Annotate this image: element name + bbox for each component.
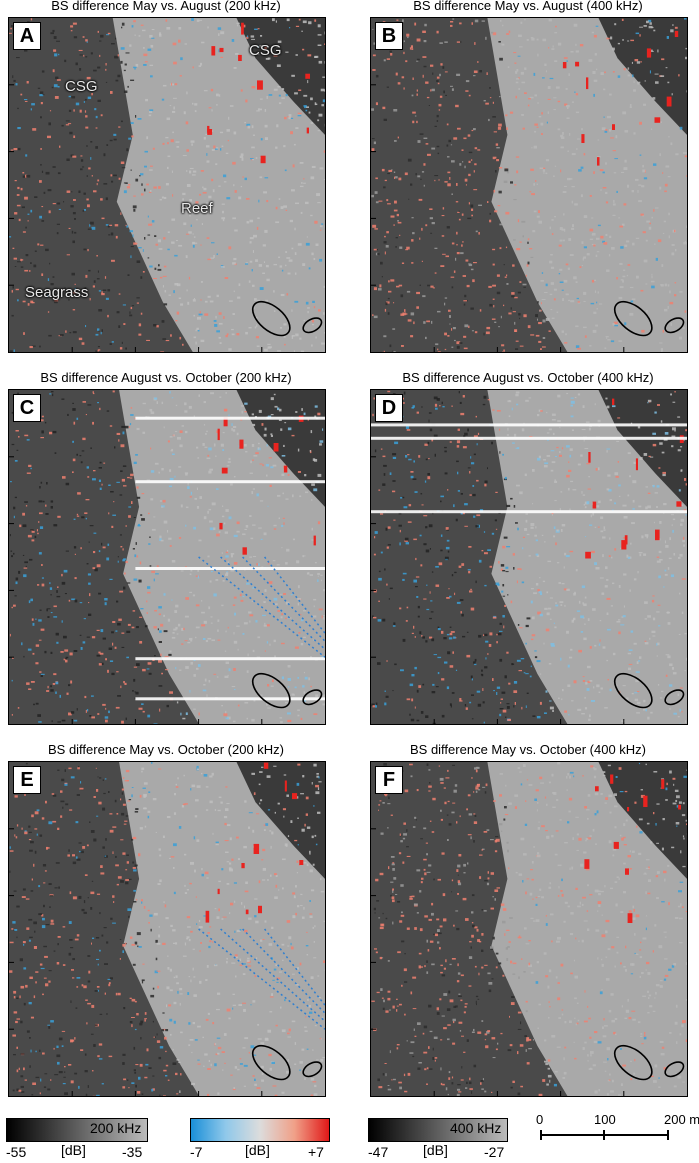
panel-c: C — [8, 389, 326, 725]
target-ellipse-large — [251, 1044, 291, 1081]
panel-a: A CSG CSG Reef Seagrass — [8, 17, 326, 353]
panel-b: B — [370, 17, 688, 353]
target-ellipse-small — [664, 1061, 685, 1078]
scale-tick-0 — [540, 1130, 542, 1140]
panel-f: F — [370, 761, 688, 1097]
panel-a-letter: A — [13, 22, 41, 50]
target-ellipse-small — [302, 317, 323, 334]
target-ellipse-large — [613, 1044, 653, 1081]
map-texture — [9, 18, 325, 352]
panel-a-title: BS difference May vs. August (200 kHz) — [51, 0, 281, 13]
colorbar-difference-unit: [dB] — [245, 1142, 270, 1158]
target-ellipse-small — [664, 317, 685, 334]
colorbar-200khz-max: -35 — [122, 1144, 143, 1160]
colorbar-200khz-min: -55 — [6, 1144, 27, 1160]
scale-label-200: 200 m — [664, 1112, 699, 1127]
tag-csg-left: CSG — [65, 78, 98, 95]
map-texture — [371, 390, 687, 724]
tag-reef: Reef — [181, 200, 213, 217]
target-ellipse-small — [664, 689, 685, 706]
panel-b-letter: B — [375, 22, 403, 50]
target-ellipse-large — [613, 300, 653, 337]
target-ellipse-large — [613, 672, 653, 709]
panel-d-title: BS difference August vs. October (400 kH… — [402, 370, 654, 385]
tag-csg-right: CSG — [249, 42, 282, 59]
target-ellipse-small — [302, 689, 323, 706]
map-texture — [9, 390, 325, 724]
colorbar-400khz-label: 400 kHz — [450, 1120, 502, 1136]
scale-tick-200 — [667, 1130, 669, 1140]
colorbar-200khz — [6, 1118, 148, 1142]
map-texture — [371, 18, 687, 352]
colorbar-200khz-unit: [dB] — [61, 1142, 86, 1158]
scale-label-0: 0 — [536, 1112, 544, 1127]
scale-label-100: 100 — [594, 1112, 616, 1127]
colorbar-400khz — [368, 1118, 508, 1142]
colorbar-difference-max: +7 — [308, 1144, 324, 1160]
map-texture — [371, 762, 687, 1096]
colorbar-400khz-min: -47 — [368, 1144, 389, 1160]
panel-f-letter: F — [375, 766, 403, 794]
panel-d: D — [370, 389, 688, 725]
scale-bar: 0 100 200 m — [536, 1112, 699, 1152]
target-ellipse-large — [251, 672, 291, 709]
panel-c-title: BS difference August vs. October (200 kH… — [40, 370, 292, 385]
panel-b-title: BS difference May vs. August (400 kHz) — [413, 0, 643, 13]
tag-seagrass: Seagrass — [25, 284, 89, 301]
panel-f-title: BS difference May vs. October (400 kHz) — [409, 742, 647, 757]
colorbar-400khz-unit: [dB] — [423, 1142, 448, 1158]
colorbar-400khz-max: -27 — [484, 1144, 505, 1160]
colorbar-difference-min: -7 — [190, 1144, 203, 1160]
target-ellipse-small — [302, 1061, 323, 1078]
panel-d-letter: D — [375, 394, 403, 422]
colorbar-200khz-label: 200 kHz — [90, 1120, 142, 1136]
scale-tick-100 — [603, 1130, 605, 1140]
colorbar-difference — [190, 1118, 330, 1142]
panel-e-letter: E — [13, 766, 41, 794]
panel-e: E — [8, 761, 326, 1097]
map-texture — [9, 762, 325, 1096]
panel-e-title: BS difference May vs. October (200 kHz) — [47, 742, 285, 757]
target-ellipse-large — [251, 300, 291, 337]
panel-c-letter: C — [13, 394, 41, 422]
